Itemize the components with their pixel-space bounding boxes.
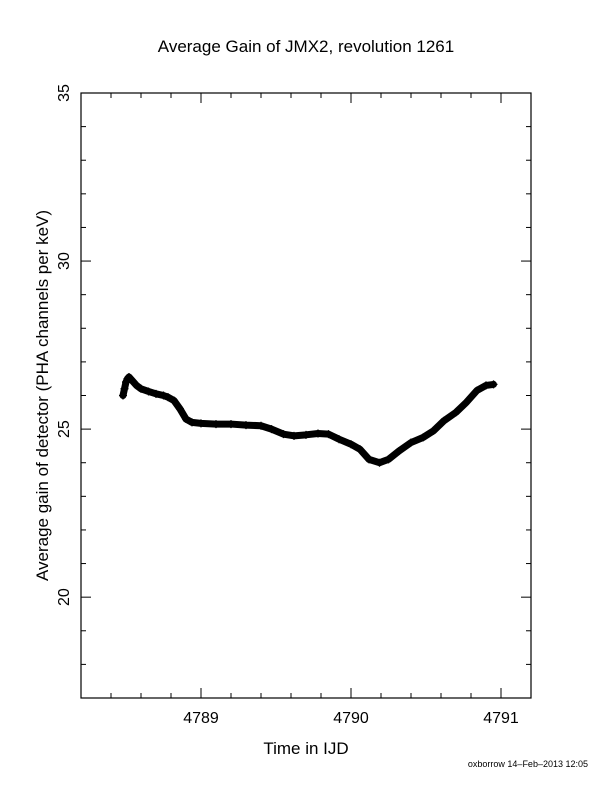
data-point xyxy=(429,426,438,435)
data-trace xyxy=(119,373,497,467)
data-point xyxy=(227,420,235,429)
data-point xyxy=(356,445,364,454)
data-point xyxy=(375,458,384,467)
x-tick-label: 4789 xyxy=(183,710,219,727)
footer-credit: oxborrow 14–Feb–2013 12:05 xyxy=(468,759,588,769)
data-point xyxy=(119,391,127,400)
axis-ticks xyxy=(80,92,532,699)
data-point xyxy=(144,387,153,396)
data-point xyxy=(452,408,460,417)
data-point xyxy=(407,438,415,447)
y-tick-label: 20 xyxy=(56,588,73,606)
axis-tick-labels: 4789 4790 4791 20 25 30 35 xyxy=(56,84,519,727)
data-point xyxy=(290,431,298,440)
data-point xyxy=(314,429,322,438)
data-point xyxy=(279,430,288,439)
plot-frame xyxy=(80,92,532,699)
data-point xyxy=(176,404,184,413)
data-point xyxy=(152,389,160,398)
data-point xyxy=(419,433,427,442)
data-point xyxy=(188,418,196,427)
data-point xyxy=(123,374,132,383)
data-point xyxy=(302,430,310,439)
x-tick-label: 4791 xyxy=(483,710,519,727)
data-point xyxy=(365,455,373,464)
data-point xyxy=(482,381,490,390)
data-point xyxy=(257,421,265,430)
data-point xyxy=(128,376,136,385)
data-point xyxy=(132,381,141,390)
data-point xyxy=(462,398,471,407)
data-point xyxy=(347,440,355,449)
data-point xyxy=(170,396,178,405)
data-point xyxy=(489,380,498,389)
data-point xyxy=(335,435,343,444)
data-point xyxy=(267,425,276,434)
data-point xyxy=(164,393,172,402)
data-point xyxy=(137,384,145,393)
data-point xyxy=(324,430,333,439)
data-point xyxy=(242,421,250,430)
y-tick-label: 25 xyxy=(56,420,73,438)
data-point xyxy=(182,415,190,424)
chart-title: Average Gain of JMX2, revolution 1261 xyxy=(158,37,454,56)
y-tick-label: 30 xyxy=(56,252,73,270)
data-point xyxy=(473,386,481,395)
data-point xyxy=(212,420,220,429)
y-tick-label: 35 xyxy=(56,84,73,102)
x-axis-label: Time in IJD xyxy=(263,739,348,758)
data-point xyxy=(122,378,130,387)
data-point xyxy=(395,446,403,455)
data-point xyxy=(120,384,129,393)
data-point xyxy=(197,419,205,428)
y-axis-label: Average gain of detector (PHA channels p… xyxy=(33,210,52,581)
data-points xyxy=(119,373,498,467)
data-point xyxy=(159,391,168,400)
x-tick-label: 4790 xyxy=(333,710,369,727)
data-point xyxy=(440,416,448,425)
data-point xyxy=(384,455,393,464)
